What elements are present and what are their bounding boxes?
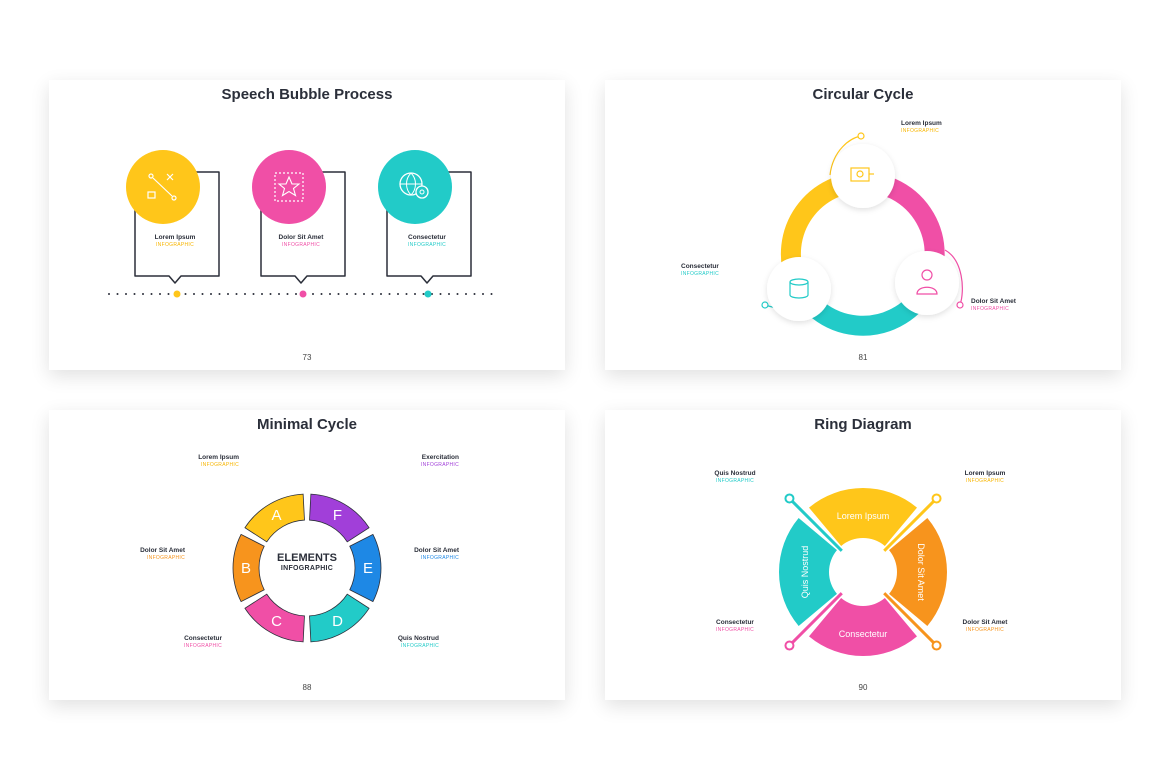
cycle-segment-letter: B <box>241 560 251 577</box>
page-number: 73 <box>302 353 312 362</box>
ring-connector <box>883 592 938 647</box>
item-label-2: Dolor Sit Amet INFOGRAPHIC <box>278 234 324 248</box>
cycle-segment-letter: E <box>363 560 373 577</box>
cycle-segment <box>309 493 370 543</box>
ring-segment <box>779 518 837 626</box>
ring-segment <box>809 488 917 546</box>
ring-connector <box>788 592 843 647</box>
slide-title: Ring Diagram <box>814 416 912 433</box>
cycle-segment-letter: C <box>271 613 282 630</box>
item-label-2: Consectetur INFOGRAPHIC <box>681 263 720 277</box>
item-label-dolor: Dolor Sit Amet INFOGRAPHIC <box>962 619 1008 633</box>
timeline-dots <box>108 293 493 295</box>
item-label-c: Consectetur INFOGRAPHIC <box>183 635 222 649</box>
slide-circular-cycle[interactable]: Circular Cycle Lorem Ipsum INFOGRAPHIC C… <box>605 80 1121 370</box>
cycle-segment <box>309 593 370 643</box>
cycle-segment <box>244 593 305 643</box>
ring-segment <box>809 598 917 656</box>
ring-diagram-graphic: Lorem Ipsum Dolor Sit Amet Consectetur Quis… <box>779 488 947 656</box>
ring-segment-label: Consectetur <box>839 629 888 639</box>
cycle-segment <box>349 533 382 603</box>
item-label-1: Lorem Ipsum INFOGRAPHIC <box>154 234 196 248</box>
item-label-lorem: Lorem Ipsum INFOGRAPHIC <box>964 470 1006 484</box>
bubble-2 <box>252 150 346 284</box>
bubble-1 <box>126 150 220 284</box>
item-label-quis: Quis Nostrud INFOGRAPHIC <box>714 470 756 484</box>
ring-connector <box>883 497 938 552</box>
ring-connector-dot <box>784 640 795 651</box>
ring-segment-label: Lorem Ipsum <box>837 511 890 521</box>
item-label-3: Consectetur INFOGRAPHIC <box>407 234 447 248</box>
slide-ring-diagram[interactable]: Ring Diagram Lorem Ipsum Dolor Sit Amet Co… <box>605 410 1121 700</box>
item-label-1: Lorem Ipsum INFOGRAPHIC <box>901 120 942 134</box>
cycle-segment-letter: D <box>332 613 343 630</box>
item-label-e: Dolor Sit Amet INFOGRAPHIC <box>414 547 459 561</box>
ring-segment <box>889 518 947 626</box>
slide-title: Speech Bubble Process <box>221 86 393 103</box>
item-label-3: Dolor Sit Amet INFOGRAPHIC <box>971 298 1016 312</box>
minimal-cycle-graphic: A B C D E F <box>232 493 382 643</box>
page-number: 90 <box>858 683 868 692</box>
slide-minimal-cycle[interactable]: Minimal Cycle A B C D E F ELEMENTS INFOGRAPHI… <box>49 410 565 700</box>
ring-connector <box>788 497 843 552</box>
item-label-consectetur: Consectetur INFOGRAPHIC <box>715 619 755 633</box>
cycle-segment-letter: F <box>333 507 342 524</box>
page-number: 81 <box>858 353 868 362</box>
item-label-d: Quis Nostrud INFOGRAPHIC <box>397 635 439 649</box>
speech-bubble-graphic <box>108 150 493 298</box>
slide-title: Minimal Cycle <box>256 416 358 433</box>
center-label: ELEMENTS INFOGRAPHIC <box>277 552 337 573</box>
ring-connector-dot <box>931 640 942 651</box>
ring-segment-label: Quis Nostrud <box>800 546 810 599</box>
circular-cycle-graphic <box>761 132 964 336</box>
cycle-segment <box>244 493 305 543</box>
ring-connector-dot <box>784 493 795 504</box>
item-label-b: Dolor Sit Amet INFOGRAPHIC <box>140 547 185 561</box>
slide-title: Circular Cycle <box>812 86 914 103</box>
cycle-segment <box>232 533 265 603</box>
ring-segment-label: Dolor Sit Amet <box>916 543 926 601</box>
item-label-a: Lorem Ipsum INFOGRAPHIC <box>198 454 239 468</box>
item-label-f: Exercitation INFOGRAPHIC <box>420 454 459 468</box>
cycle-segment-letter: A <box>271 507 281 524</box>
ring-connector-dot <box>931 493 942 504</box>
page-number: 88 <box>302 683 312 692</box>
bubble-3 <box>378 150 472 284</box>
slide-speech-bubble-process[interactable]: Speech Bubble Process <box>49 80 565 370</box>
